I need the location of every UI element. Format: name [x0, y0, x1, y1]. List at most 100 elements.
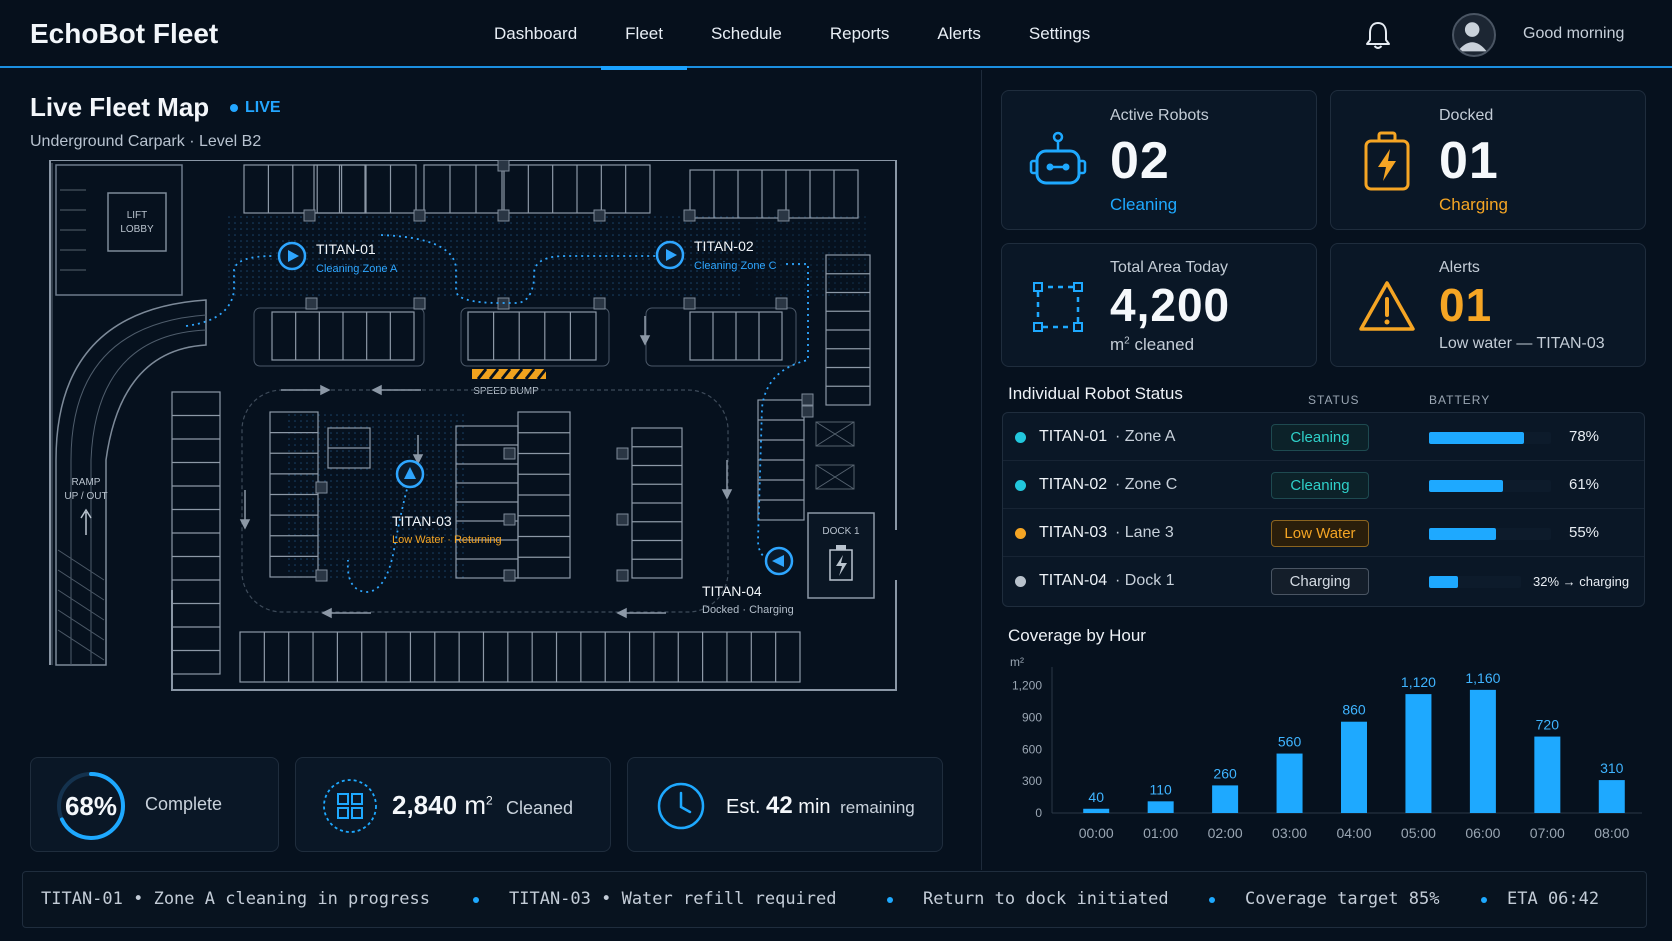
- x-tick-label: 01:00: [1143, 825, 1178, 841]
- cleaned-area-card: 2,840 m2 Cleaned: [295, 757, 611, 852]
- battery-fill: [1429, 480, 1504, 492]
- battery-charging-icon: [1364, 131, 1410, 191]
- status-dot-icon: [1015, 576, 1026, 587]
- avatar[interactable]: [1452, 13, 1496, 57]
- clock-icon: [657, 782, 705, 830]
- live-badge: LIVE: [230, 99, 281, 117]
- ticker-separator-icon: [887, 897, 893, 903]
- status-table-title: Individual Robot Status: [1008, 384, 1183, 403]
- robot-zone: · Lane 3: [1115, 524, 1174, 541]
- robot-marker-titan-03[interactable]: TITAN-03 Low Water · Returning: [392, 459, 502, 546]
- kpi-total-area[interactable]: Total Area Today 4,200 m2 cleaned: [1001, 243, 1317, 367]
- x-tick-label: 02:00: [1208, 825, 1243, 841]
- kpi-alerts[interactable]: Alerts 01 Low water — TITAN-03: [1330, 243, 1646, 367]
- coverage-chart: m² 0 300 600 900 1,200 40 00:00 110 01:00 260 02:00…: [1010, 655, 1642, 841]
- battery-bar: [1429, 480, 1551, 492]
- robot-status-row[interactable]: TITAN-04 · Dock 1 Charging 32% → charging: [1003, 557, 1644, 605]
- robot-zone: · Dock 1: [1115, 572, 1175, 589]
- map-title: Live Fleet Map: [30, 92, 210, 122]
- nav-alerts[interactable]: Alerts: [937, 24, 981, 43]
- kpi-area-value: 4,200: [1110, 279, 1231, 331]
- warning-icon: [1359, 281, 1415, 331]
- nav-schedule[interactable]: Schedule: [710, 24, 782, 43]
- kpi-area-unit: m: [1110, 335, 1125, 354]
- eta-value: 42: [766, 792, 793, 819]
- brand-title: EchoBot Fleet: [30, 18, 219, 49]
- y-tick-label: 0: [1035, 806, 1042, 820]
- robot-name-label: TITAN-04: [702, 583, 762, 599]
- kpi-area-label: Total Area Today: [1110, 259, 1229, 276]
- eta-label: remaining: [840, 798, 915, 817]
- panel-divider: [981, 70, 982, 870]
- nav-settings[interactable]: Settings: [1028, 24, 1091, 43]
- eta-prefix: Est.: [726, 796, 761, 818]
- status-dot-icon: [1015, 480, 1026, 491]
- robot-name: TITAN-01: [1039, 428, 1108, 445]
- chart-title: Coverage by Hour: [1008, 626, 1146, 645]
- event-ticker: TITAN-01 • Zone A cleaning in progress TI…: [22, 871, 1647, 928]
- cleaned-area-number: 2,840: [392, 790, 458, 820]
- kpi-area-sub: m2 cleaned: [1110, 335, 1194, 355]
- ticker-item: TITAN-03 • Water refill required: [509, 889, 837, 909]
- main-nav: Dashboard Fleet Schedule Reports Alerts …: [470, 0, 1114, 70]
- robot-status-row[interactable]: TITAN-01 · Zone A Cleaning 78%: [1003, 413, 1644, 461]
- robot-status-row[interactable]: TITAN-02 · Zone C Cleaning 61%: [1003, 461, 1644, 509]
- grid-area-icon: [323, 779, 377, 833]
- chart-bar: [1147, 801, 1174, 813]
- live-label: LIVE: [245, 99, 281, 116]
- eta-text: Est. 42 min remaining: [726, 792, 915, 820]
- ticker-separator-icon: [473, 897, 479, 903]
- nav-fleet[interactable]: Fleet: [601, 0, 687, 70]
- fleet-map[interactable]: LIFT LOBBY RAMP UP / OUT SPEED BUMP: [46, 160, 936, 735]
- ticker-item: Return to dock initiated: [923, 889, 1169, 909]
- nav-reports[interactable]: Reports: [829, 24, 890, 43]
- ramp-label: RAMP: [72, 477, 101, 488]
- y-tick-label: 300: [1022, 774, 1042, 788]
- cleaned-area-sup: 2: [485, 793, 493, 808]
- bar-value-label: 260: [1213, 765, 1237, 781]
- eta-card: Est. 42 min remaining: [627, 757, 943, 852]
- kpi-area-sub-text: cleaned: [1134, 335, 1195, 354]
- kpi-docked[interactable]: Docked 01 Charging: [1330, 90, 1646, 230]
- bell-icon[interactable]: [1364, 20, 1392, 50]
- chart-bar: [1341, 721, 1367, 813]
- kpi-area-sup: 2: [1124, 335, 1130, 347]
- kpi-active-label: Active Robots: [1110, 107, 1209, 124]
- chart-bar: [1212, 785, 1239, 813]
- robot-marker-titan-04[interactable]: TITAN-04 Docked · Charging: [702, 546, 794, 616]
- battery-percent: 61%: [1569, 476, 1600, 493]
- robot-name: TITAN-03: [1039, 524, 1108, 541]
- robot-name: TITAN-02: [1039, 476, 1108, 493]
- top-bar: EchoBot Fleet Dashboard Fleet Schedule R…: [0, 0, 1672, 70]
- status-column-header: STATUS: [1308, 393, 1360, 407]
- progress-card: 68% Complete: [30, 757, 279, 852]
- bar-value-label: 1,160: [1465, 670, 1500, 686]
- battery-percent: 55%: [1569, 524, 1600, 541]
- user-icon: [1457, 22, 1487, 52]
- dock-label: DOCK 1: [822, 526, 860, 537]
- ticker-separator-icon: [1209, 897, 1215, 903]
- kpi-active-value: 02: [1110, 132, 1170, 190]
- cleaned-area-value: 2,840 m2: [392, 790, 493, 821]
- ticker-item: TITAN-01 • Zone A cleaning in progress: [41, 889, 430, 909]
- progress-label: Complete: [145, 794, 223, 814]
- chart-bar: [1534, 736, 1561, 813]
- robot-marker-titan-02[interactable]: TITAN-02 Cleaning Zone C: [655, 238, 777, 272]
- nav-dashboard[interactable]: Dashboard: [494, 24, 578, 43]
- battery-column-header: BATTERY: [1429, 393, 1491, 407]
- status-pill: Cleaning: [1271, 424, 1369, 451]
- robot-marker-titan-01[interactable]: TITAN-01 Cleaning Zone A: [277, 241, 398, 275]
- status-dot-icon: [1015, 432, 1026, 443]
- robot-status-row[interactable]: TITAN-03 · Lane 3 Low Water 55%: [1003, 509, 1644, 557]
- cleaned-area-label: Cleaned: [506, 798, 574, 818]
- battery-fill: [1429, 528, 1497, 540]
- lift-lobby-label: LIFT: [127, 210, 148, 221]
- bar-value-label: 1,120: [1401, 674, 1436, 690]
- map-subtitle: Underground Carpark · Level B2: [30, 133, 262, 150]
- battery-bar: [1429, 576, 1521, 588]
- bar-value-label: 40: [1088, 789, 1104, 805]
- kpi-docked-label: Docked: [1439, 107, 1494, 124]
- eta-unit: min: [798, 796, 831, 818]
- y-tick-label: 600: [1022, 742, 1042, 756]
- kpi-active-robots[interactable]: Active Robots 02 Cleaning: [1001, 90, 1317, 230]
